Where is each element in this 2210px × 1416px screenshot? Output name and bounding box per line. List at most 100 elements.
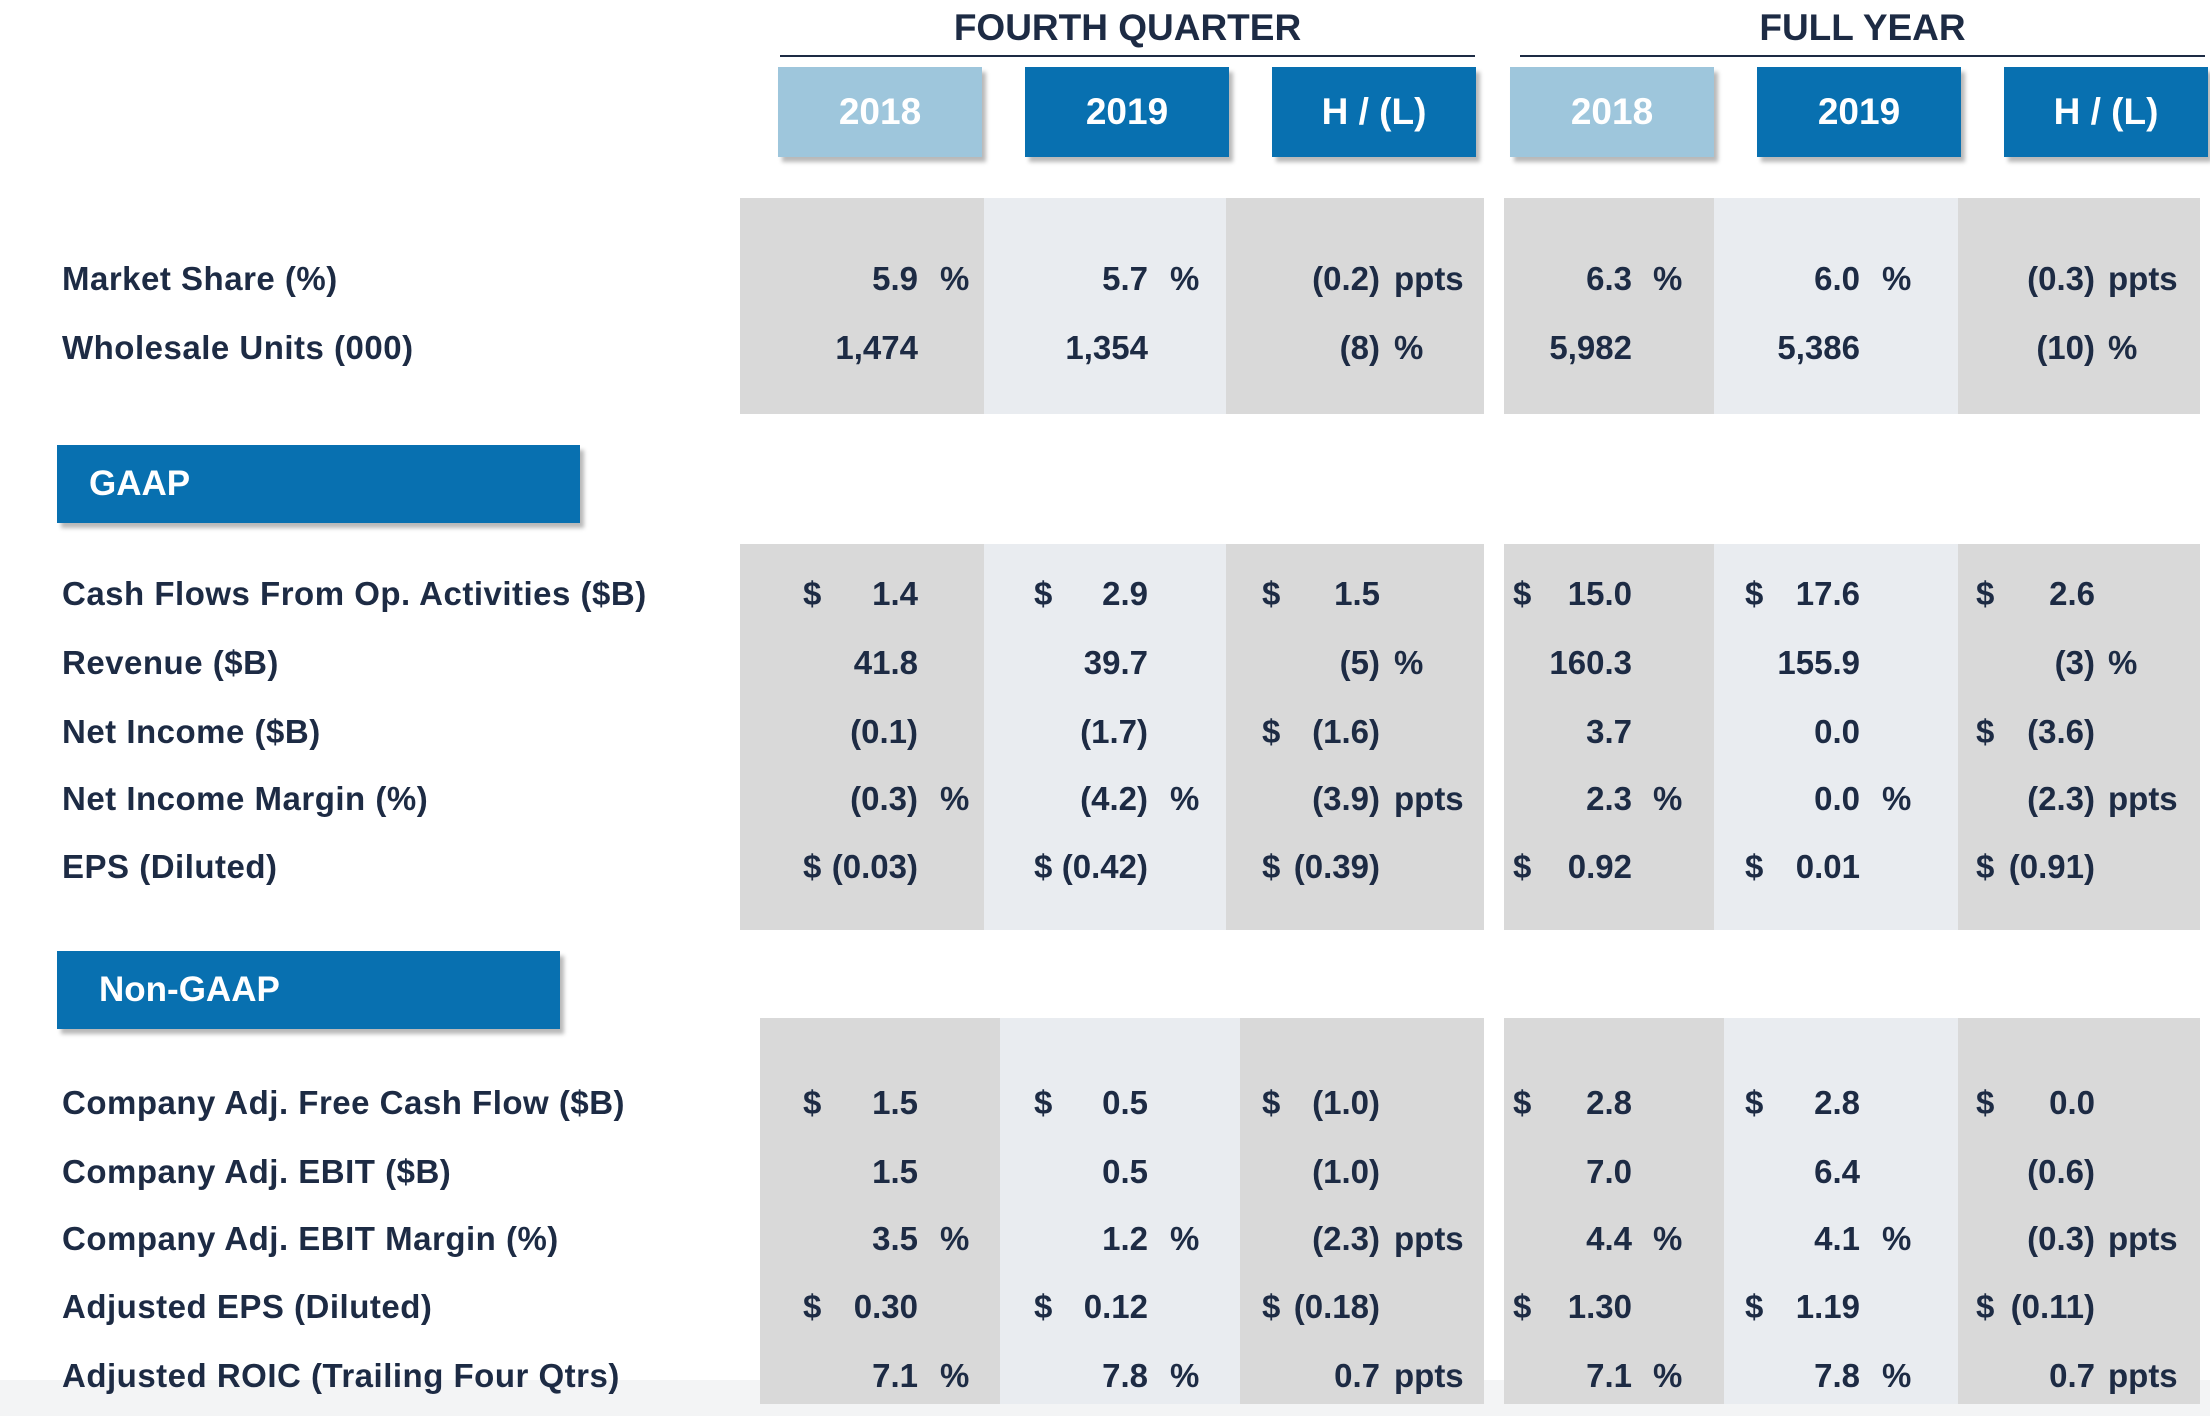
unit-suffix: % bbox=[2108, 644, 2138, 681]
cell-value: (0.39) bbox=[1293, 848, 1380, 885]
unit-suffix: ppts bbox=[1394, 1220, 1464, 1257]
dollar-sign: $ bbox=[1976, 1084, 1995, 1121]
unit-suffix: % bbox=[1653, 1357, 1683, 1394]
row-label: Adjusted EPS (Diluted) bbox=[62, 1288, 433, 1325]
unit-suffix: % bbox=[1170, 1357, 1200, 1394]
dollar-sign: $ bbox=[1745, 575, 1764, 612]
block3-bg-fy-2019 bbox=[1724, 1018, 1958, 1404]
cell-value: (0.18) bbox=[1293, 1288, 1380, 1325]
dollar-sign: $ bbox=[803, 1288, 822, 1325]
row-label: Revenue ($B) bbox=[62, 644, 279, 681]
cell-value: (1.6) bbox=[1312, 713, 1380, 750]
cell-value: 5,982 bbox=[1549, 329, 1632, 366]
block1-bg-q4-2019 bbox=[984, 198, 1226, 414]
header-fy-2019: 2019 bbox=[1757, 67, 1961, 157]
dollar-sign: $ bbox=[1513, 848, 1532, 885]
unit-suffix: % bbox=[2108, 329, 2138, 366]
cell-value: 0.0 bbox=[2049, 1084, 2095, 1121]
cell-value: (2.3) bbox=[1312, 1220, 1380, 1257]
cell-value: (0.3) bbox=[850, 780, 918, 817]
dollar-sign: $ bbox=[1034, 1084, 1053, 1121]
block1-bg-fy-2018 bbox=[1504, 198, 1714, 414]
fourth-quarter-title: FOURTH QUARTER bbox=[953, 7, 1302, 48]
dollar-sign: $ bbox=[1976, 1288, 1995, 1325]
unit-suffix: % bbox=[1882, 780, 1912, 817]
cell-value: (0.1) bbox=[850, 713, 918, 750]
cell-value: 7.0 bbox=[1586, 1153, 1632, 1190]
dollar-sign: $ bbox=[1034, 1288, 1053, 1325]
unit-suffix: ppts bbox=[2108, 780, 2178, 817]
cell-value: (0.3) bbox=[2027, 260, 2095, 297]
dollar-sign: $ bbox=[1262, 713, 1281, 750]
unit-suffix: % bbox=[1394, 644, 1424, 681]
cell-value: 5,386 bbox=[1777, 329, 1860, 366]
unit-suffix: ppts bbox=[1394, 260, 1464, 297]
row-label: Company Adj. Free Cash Flow ($B) bbox=[62, 1084, 626, 1121]
row-label: Adjusted ROIC (Trailing Four Qtrs) bbox=[62, 1357, 620, 1394]
cell-value: 6.4 bbox=[1814, 1153, 1860, 1190]
cell-value: 0.30 bbox=[853, 1288, 918, 1325]
block3-bg-q4-2019 bbox=[1000, 1018, 1240, 1404]
dollar-sign: $ bbox=[1513, 1288, 1532, 1325]
cell-value: (3.9) bbox=[1312, 780, 1380, 817]
cell-value: 0.92 bbox=[1567, 848, 1632, 885]
dollar-sign: $ bbox=[1262, 1288, 1281, 1325]
cell-value: (2.3) bbox=[2027, 780, 2095, 817]
dollar-sign: $ bbox=[1976, 575, 1995, 612]
cell-value: 3.7 bbox=[1586, 713, 1632, 750]
header-q4-hl: H / (L) bbox=[1272, 67, 1476, 157]
dollar-sign: $ bbox=[803, 1084, 822, 1121]
row-label: Net Income ($B) bbox=[62, 713, 321, 750]
cell-value: 4.4 bbox=[1586, 1220, 1632, 1257]
cell-value: 0.7 bbox=[1334, 1357, 1380, 1394]
cell-value: 7.8 bbox=[1814, 1357, 1860, 1394]
cell-value: (0.3) bbox=[2027, 1220, 2095, 1257]
block3-bg-q4-2018 bbox=[760, 1018, 1000, 1404]
block2-bg-q4-2018 bbox=[740, 544, 984, 930]
block3-bg-fy-2018 bbox=[1504, 1018, 1724, 1404]
row-label: Net Income Margin (%) bbox=[62, 780, 429, 817]
dollar-sign: $ bbox=[1262, 848, 1281, 885]
block2-bg-fy-2019 bbox=[1714, 544, 1958, 930]
unit-suffix: % bbox=[1170, 780, 1200, 817]
row-label: Company Adj. EBIT ($B) bbox=[62, 1153, 452, 1190]
dollar-sign: $ bbox=[1262, 1084, 1281, 1121]
row-label: Wholesale Units (000) bbox=[62, 329, 414, 366]
fourth-quarter-rule bbox=[780, 55, 1475, 57]
dollar-sign: $ bbox=[1034, 848, 1053, 885]
unit-suffix: ppts bbox=[1394, 1357, 1464, 1394]
header-q4-2018: 2018 bbox=[778, 67, 982, 157]
cell-value: 7.8 bbox=[1102, 1357, 1148, 1394]
cell-value: (1.0) bbox=[1312, 1153, 1380, 1190]
cell-value: (3.6) bbox=[2027, 713, 2095, 750]
dollar-sign: $ bbox=[1513, 575, 1532, 612]
cell-value: (10) bbox=[2036, 329, 2095, 366]
cell-value: 0.0 bbox=[1814, 713, 1860, 750]
unit-suffix: % bbox=[1882, 1220, 1912, 1257]
unit-suffix: ppts bbox=[2108, 1357, 2178, 1394]
cell-value: 1.19 bbox=[1795, 1288, 1860, 1325]
cell-value: 39.7 bbox=[1083, 644, 1148, 681]
unit-suffix: % bbox=[1170, 1220, 1200, 1257]
cell-value: 0.5 bbox=[1102, 1084, 1148, 1121]
cell-value: 1,474 bbox=[835, 329, 918, 366]
cell-value: (0.42) bbox=[1061, 848, 1148, 885]
header-q4-2019: 2019 bbox=[1025, 67, 1229, 157]
cell-value: 2.9 bbox=[1102, 575, 1148, 612]
cell-value: (4.2) bbox=[1080, 780, 1148, 817]
cell-value: 7.1 bbox=[872, 1357, 918, 1394]
cell-value: 155.9 bbox=[1777, 644, 1860, 681]
cell-value: 0.0 bbox=[1814, 780, 1860, 817]
unit-suffix: % bbox=[1170, 260, 1200, 297]
block2-bg-q4-2019 bbox=[984, 544, 1226, 930]
cell-value: 1.4 bbox=[872, 575, 918, 612]
block1-bg-fy-hl bbox=[1958, 198, 2200, 414]
full-year-title: FULL YEAR bbox=[1759, 7, 1966, 48]
unit-suffix: % bbox=[1882, 1357, 1912, 1394]
dollar-sign: $ bbox=[1745, 1084, 1764, 1121]
cell-value: 4.1 bbox=[1814, 1220, 1860, 1257]
unit-suffix: % bbox=[940, 1357, 970, 1394]
header-fy-hl: H / (L) bbox=[2004, 67, 2208, 157]
cell-value: (0.2) bbox=[1312, 260, 1380, 297]
block1-bg-fy-2019 bbox=[1714, 198, 1958, 414]
